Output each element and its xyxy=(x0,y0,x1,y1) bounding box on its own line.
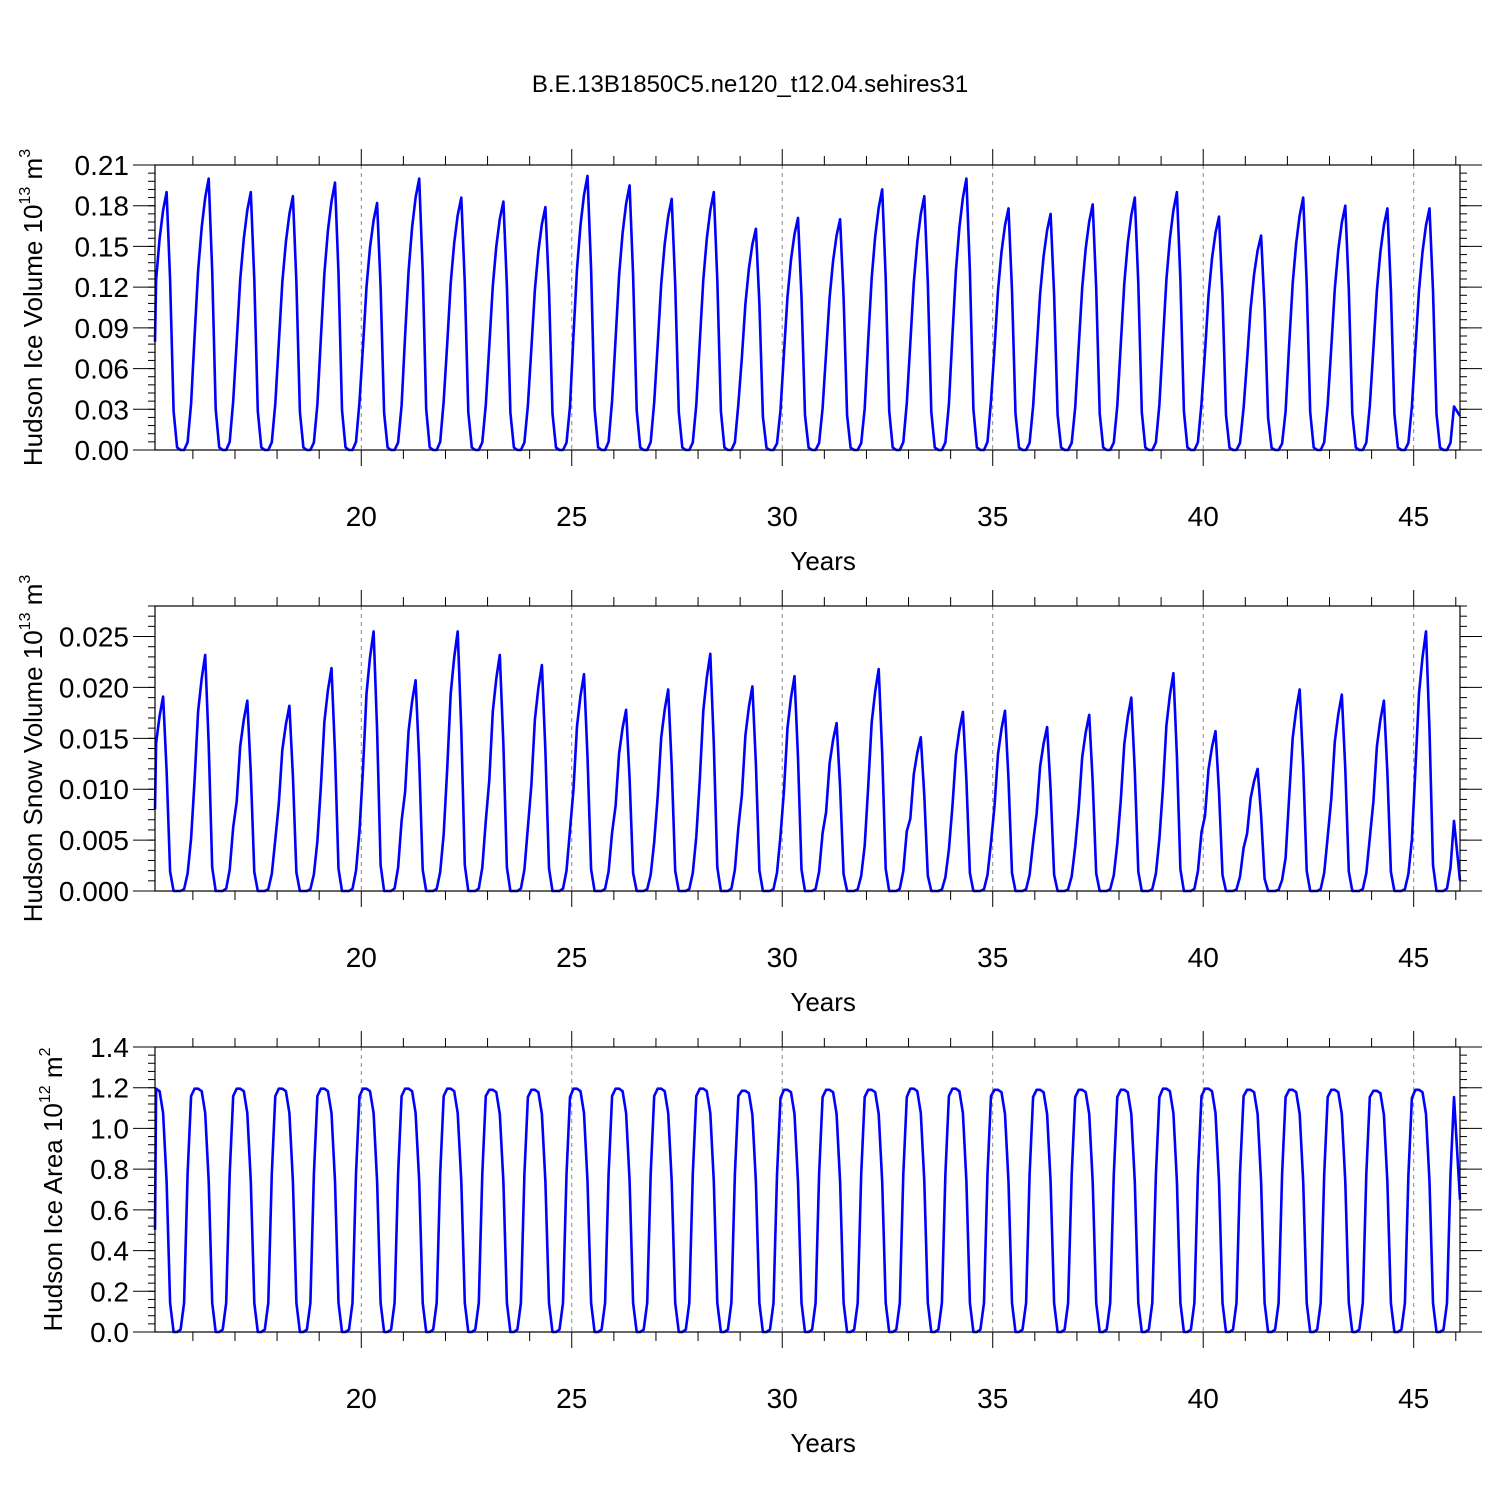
ice-area-ytick-label: 0.4 xyxy=(90,1236,129,1267)
ice-volume-xtick-label: 25 xyxy=(556,501,587,532)
ice-volume-ytick-label: 0.09 xyxy=(75,313,130,344)
ice-volume-ytick-label: 0.12 xyxy=(75,272,130,303)
ice-volume-ylabel: Hudson Ice Volume 1013 m3 xyxy=(17,149,48,466)
ice-volume-series-line xyxy=(153,174,1462,452)
snow-volume-ytick-label: 0.005 xyxy=(59,825,129,856)
ice-area-xtick-label: 20 xyxy=(346,1383,377,1414)
ice-volume-plot-frame xyxy=(154,164,1461,451)
ice-volume-xtick-label: 45 xyxy=(1398,501,1429,532)
snow-volume-ytick-label: 0.020 xyxy=(59,672,129,703)
ice-area-xtick-label: 25 xyxy=(556,1383,587,1414)
ice-area-xtick-label: 40 xyxy=(1188,1383,1219,1414)
panel-ice-volume: 0.00 0.03 0.06 0.09 0.12 0.15 0.18 0.21 20 25 30 35… xyxy=(17,149,1482,576)
snow-volume-ylabel: Hudson Snow Volume 1013 m3 xyxy=(17,575,48,923)
ice-volume-ytick-label: 0.21 xyxy=(75,150,130,181)
snow-volume-xtick-label: 30 xyxy=(767,942,798,973)
snow-volume-ytick-label: 0.025 xyxy=(59,622,129,653)
panel-snow-volume: 0.000 0.005 0.010 0.015 0.020 0.025 20 25 30 35 40… xyxy=(17,575,1482,1017)
ice-area-xtick-label: 35 xyxy=(977,1383,1008,1414)
snow-volume-ytick-label: 0.000 xyxy=(59,876,129,907)
ice-volume-xtick-label: 30 xyxy=(767,501,798,532)
ice-area-ytick-label: 1.2 xyxy=(90,1073,129,1104)
ice-area-xtick-label: 30 xyxy=(767,1383,798,1414)
snow-volume-xtick-label: 20 xyxy=(346,942,377,973)
ice-area-series-line xyxy=(153,1087,1462,1334)
snow-volume-series-line xyxy=(153,630,1462,893)
ice-volume-xlabel: Years xyxy=(790,546,856,576)
ice-area-ytick-label: 0.6 xyxy=(90,1195,129,1226)
ice-volume-xtick-label: 40 xyxy=(1188,501,1219,532)
ice-area-ytick-label: 1.4 xyxy=(90,1032,129,1063)
ice-area-ytick-label: 1.0 xyxy=(90,1113,129,1144)
snow-volume-xtick-label: 35 xyxy=(977,942,1008,973)
ice-volume-ytick-label: 0.06 xyxy=(75,354,130,385)
ice-area-ytick-label: 0.0 xyxy=(90,1317,129,1348)
ice-area-ylabel: Hudson Ice Area 1012 m2 xyxy=(37,1047,68,1331)
snow-volume-plot-frame xyxy=(154,605,1461,892)
ice-area-plot-frame xyxy=(154,1046,1461,1333)
ice-volume-ytick-label: 0.15 xyxy=(75,231,130,262)
ice-volume-ytick-label: 0.18 xyxy=(75,191,130,222)
ice-area-xtick-label: 45 xyxy=(1398,1383,1429,1414)
ice-area-ytick-label: 0.8 xyxy=(90,1154,129,1185)
ice-volume-ytick-label: 0.00 xyxy=(75,435,130,466)
snow-volume-ytick-label: 0.015 xyxy=(59,723,129,754)
snow-volume-ytick-label: 0.010 xyxy=(59,774,129,805)
ice-volume-xtick-label: 20 xyxy=(346,501,377,532)
ice-area-xlabel: Years xyxy=(790,1428,856,1458)
snow-volume-xtick-label: 45 xyxy=(1398,942,1429,973)
figure-title: B.E.13B1850C5.ne120_t12.04.sehires31 xyxy=(532,71,968,98)
ice-area-ytick-label: 0.2 xyxy=(90,1276,129,1307)
ice-volume-xtick-label: 35 xyxy=(977,501,1008,532)
panel-ice-area: 0.0 0.2 0.4 0.6 0.8 1.0 1.2 1.4 20 25 30 35 40 45 Year… xyxy=(37,1031,1482,1458)
snow-volume-xtick-label: 40 xyxy=(1188,942,1219,973)
snow-volume-xtick-label: 25 xyxy=(556,942,587,973)
ice-volume-ytick-label: 0.03 xyxy=(75,394,130,425)
snow-volume-xlabel: Years xyxy=(790,987,856,1017)
